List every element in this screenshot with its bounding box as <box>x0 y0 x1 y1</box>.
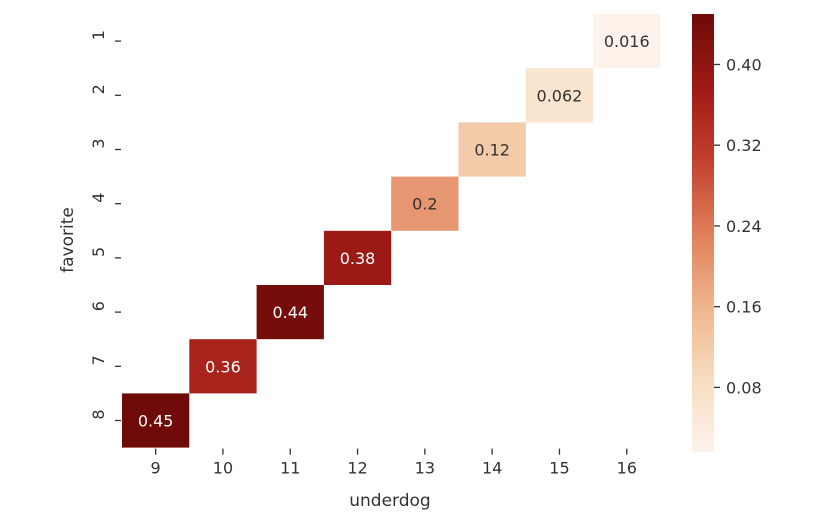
cell-label-5-12: 0.38 <box>340 249 376 268</box>
y-tick-label: 2 <box>89 84 108 94</box>
colorbar-tick-label: 0.16 <box>726 298 762 317</box>
y-tick-label: 7 <box>89 355 108 365</box>
heatmap-cell-1-16 <box>593 14 661 69</box>
cell-label-1-16: 0.016 <box>604 32 650 51</box>
colorbar-tick-label: 0.08 <box>726 378 762 397</box>
x-tick-label: 13 <box>415 459 435 478</box>
x-tick-label: 15 <box>549 459 569 478</box>
heatmap-cell-8-9 <box>122 393 190 448</box>
y-axis-title: favorite <box>58 207 78 273</box>
x-tick-label: 16 <box>617 459 637 478</box>
x-tick-label: 10 <box>213 459 233 478</box>
colorbar-tick-label: 0.24 <box>726 217 762 236</box>
y-tick-label: 8 <box>89 409 108 419</box>
x-tick-label: 12 <box>347 459 367 478</box>
y-tick-label: 3 <box>89 138 108 148</box>
x-tick-label: 11 <box>280 459 300 478</box>
heatmap-cell-2-15 <box>525 68 594 123</box>
x-axis-title: underdog <box>349 491 430 511</box>
colorbar-tick-label: 0.32 <box>726 136 762 155</box>
colorbar <box>692 14 714 452</box>
y-tick-label: 6 <box>89 301 108 311</box>
heatmap-cells: 0.016 0.062 0.12 0.2 0.38 0.44 0.36 0.45 <box>122 14 661 448</box>
cell-label-3-14: 0.12 <box>474 141 510 160</box>
cell-label-6-11: 0.44 <box>272 303 308 322</box>
colorbar-tick-label: 0.40 <box>726 55 762 74</box>
y-axis: 1 2 3 4 5 6 7 8 <box>89 30 121 422</box>
heatmap-cell-7-10 <box>189 339 257 394</box>
x-tick-label: 9 <box>151 459 161 478</box>
cell-label-7-10: 0.36 <box>205 357 241 376</box>
cell-label-2-15: 0.062 <box>537 86 583 105</box>
y-tick-label: 4 <box>89 193 108 203</box>
heatmap-cell-6-11 <box>256 285 324 340</box>
y-tick-label: 5 <box>89 247 108 257</box>
cell-label-4-13: 0.2 <box>412 195 437 214</box>
cell-label-8-9: 0.45 <box>138 412 174 431</box>
x-axis: 9 10 11 12 13 14 15 16 <box>151 448 637 478</box>
x-tick-label: 14 <box>482 459 502 478</box>
heatmap-cell-4-13 <box>391 176 459 231</box>
colorbar-axis: 0.08 0.16 0.24 0.32 0.40 <box>714 55 762 397</box>
heatmap-cell-5-12 <box>323 230 392 285</box>
y-tick-label: 1 <box>89 30 108 40</box>
heatmap-cell-3-14 <box>458 122 526 177</box>
